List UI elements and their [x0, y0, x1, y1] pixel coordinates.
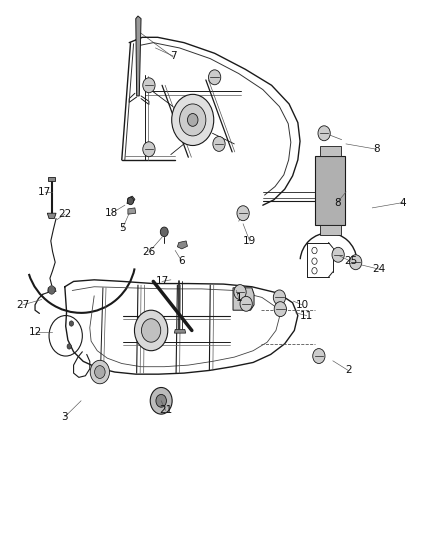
Circle shape — [143, 142, 155, 157]
Text: 1: 1 — [235, 294, 242, 303]
Circle shape — [350, 255, 362, 270]
Text: 2: 2 — [345, 366, 352, 375]
Text: 12: 12 — [29, 327, 42, 336]
Text: 18: 18 — [105, 208, 118, 218]
Circle shape — [187, 114, 198, 126]
Circle shape — [134, 310, 168, 351]
Circle shape — [318, 126, 330, 141]
Circle shape — [312, 247, 317, 254]
Circle shape — [234, 285, 246, 300]
Circle shape — [67, 344, 71, 349]
Text: 24: 24 — [372, 264, 385, 274]
Polygon shape — [136, 16, 141, 96]
Circle shape — [237, 206, 249, 221]
Text: 11: 11 — [300, 311, 313, 320]
Text: 4: 4 — [399, 198, 406, 207]
Circle shape — [141, 319, 161, 342]
Polygon shape — [128, 208, 136, 214]
Circle shape — [127, 197, 134, 205]
Circle shape — [274, 302, 286, 317]
Circle shape — [90, 360, 110, 384]
Circle shape — [313, 349, 325, 364]
Text: 10: 10 — [296, 300, 309, 310]
Text: 8: 8 — [373, 144, 380, 154]
Circle shape — [312, 258, 317, 264]
Text: 25: 25 — [344, 256, 357, 266]
Text: 17: 17 — [38, 187, 51, 197]
Circle shape — [160, 227, 168, 237]
Text: 5: 5 — [119, 223, 126, 233]
Circle shape — [48, 286, 55, 294]
Circle shape — [240, 296, 252, 311]
Circle shape — [312, 268, 317, 274]
Text: 22: 22 — [58, 209, 71, 219]
Text: 21: 21 — [159, 406, 172, 415]
Polygon shape — [177, 241, 187, 249]
Text: 27: 27 — [16, 300, 29, 310]
Circle shape — [208, 70, 221, 85]
Polygon shape — [320, 146, 341, 156]
Polygon shape — [127, 196, 135, 204]
Polygon shape — [48, 177, 55, 181]
Text: 8: 8 — [334, 198, 341, 207]
Circle shape — [180, 104, 206, 136]
Circle shape — [332, 247, 344, 262]
Circle shape — [150, 387, 172, 414]
Polygon shape — [174, 329, 186, 333]
Polygon shape — [315, 156, 345, 225]
Circle shape — [172, 94, 214, 146]
Circle shape — [213, 136, 225, 151]
Polygon shape — [233, 288, 254, 310]
Circle shape — [69, 321, 74, 326]
Text: 6: 6 — [178, 256, 185, 266]
Polygon shape — [320, 225, 341, 235]
Circle shape — [95, 366, 105, 378]
Text: 26: 26 — [142, 247, 155, 257]
Circle shape — [143, 78, 155, 93]
Text: 19: 19 — [243, 236, 256, 246]
Polygon shape — [47, 213, 56, 219]
Text: 7: 7 — [170, 51, 177, 61]
Polygon shape — [48, 288, 56, 292]
Text: 17: 17 — [155, 277, 169, 286]
Circle shape — [156, 394, 166, 407]
Circle shape — [273, 290, 286, 305]
Text: 3: 3 — [61, 412, 68, 422]
